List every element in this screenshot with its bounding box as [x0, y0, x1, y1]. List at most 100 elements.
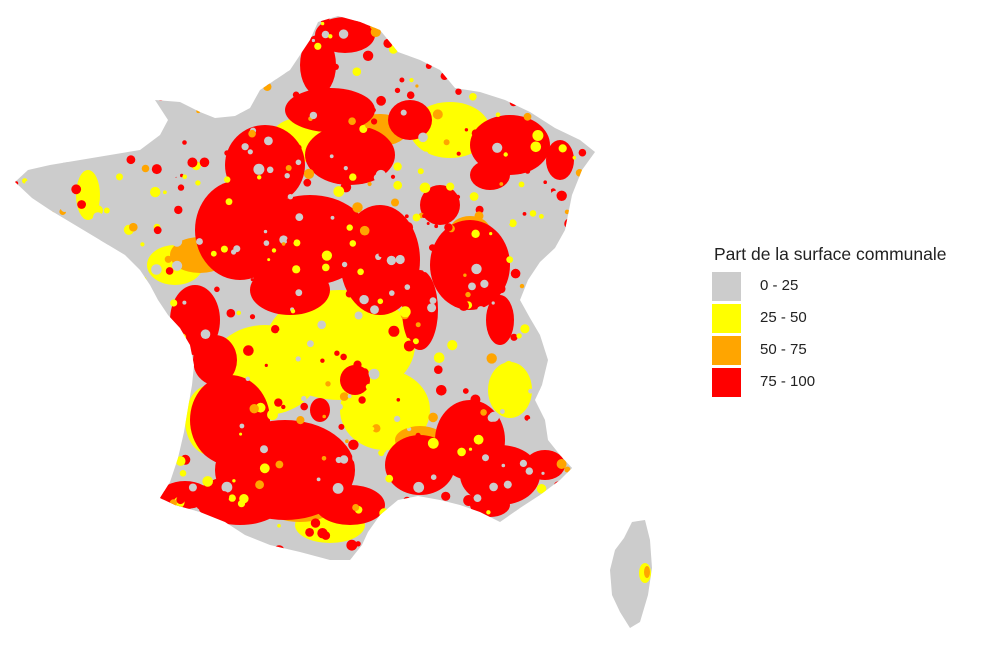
- map-speckle: [100, 86, 106, 92]
- map-speckle: [456, 531, 461, 536]
- map-speckle: [310, 518, 321, 528]
- map-speckle: [547, 372, 556, 380]
- map-speckle: [465, 291, 471, 298]
- map-speckle: [117, 29, 129, 40]
- map-speckle: [355, 17, 366, 28]
- map-speckle: [121, 90, 130, 100]
- map-speckle: [199, 157, 210, 168]
- map-speckle: [525, 467, 533, 475]
- map-speckle: [272, 558, 277, 562]
- map-speckle: [427, 512, 437, 522]
- map-speckle: [388, 325, 400, 337]
- map-speckle: [324, 310, 334, 320]
- map-speckle: [333, 186, 345, 197]
- map-speckle: [104, 601, 111, 608]
- map-speckle: [352, 504, 360, 511]
- map-speckle: [134, 106, 143, 115]
- map-speckle: [563, 353, 568, 358]
- map-speckle: [248, 129, 256, 138]
- map-speckle: [525, 168, 531, 174]
- map-speckle: [321, 92, 331, 101]
- map-speckle: [482, 568, 491, 577]
- map-speckle: [24, 539, 35, 550]
- map-speckle: [420, 519, 430, 529]
- map-speckle: [99, 512, 103, 517]
- map-speckle: [287, 194, 294, 200]
- map-speckle: [570, 401, 579, 411]
- map-speckle: [341, 261, 348, 268]
- map-speckle: [284, 423, 291, 430]
- map-speckle: [552, 594, 558, 600]
- map-speckle: [345, 290, 353, 298]
- map-speckle: [53, 89, 62, 99]
- map-speckle: [26, 530, 34, 537]
- map-speckle: [179, 603, 187, 611]
- map-speckle: [295, 213, 304, 222]
- map-speckle: [426, 222, 430, 225]
- map-speckle: [46, 594, 51, 598]
- map-speckle: [546, 232, 550, 236]
- map-speckle: [306, 562, 315, 571]
- map-speckle: [25, 180, 31, 186]
- map-speckle: [587, 509, 597, 518]
- map-speckle: [530, 141, 542, 153]
- map-speckle: [120, 38, 126, 44]
- map-speckle: [66, 282, 71, 287]
- map-speckle: [87, 554, 93, 560]
- map-speckle: [272, 469, 281, 479]
- map-speckle: [473, 434, 484, 445]
- map-speckle: [522, 212, 527, 216]
- map-speckle: [106, 322, 112, 329]
- map-speckle: [295, 356, 301, 362]
- map-speckle: [54, 491, 62, 498]
- map-speckle: [443, 555, 451, 564]
- map-speckle: [549, 409, 554, 413]
- map-speckle: [111, 422, 119, 430]
- map-speckle: [508, 560, 515, 567]
- map-speckle: [32, 567, 42, 578]
- map-speckle: [118, 58, 124, 64]
- map-speckle: [15, 303, 20, 311]
- map-speckle: [415, 84, 419, 88]
- map-speckle: [172, 260, 183, 271]
- map-speckle: [378, 449, 385, 457]
- map-speckle: [95, 278, 103, 286]
- map-speckle: [478, 240, 483, 245]
- map-speckle: [77, 200, 86, 209]
- map-speckle: [182, 140, 187, 145]
- map-speckle: [536, 325, 542, 330]
- map-speckle: [398, 45, 404, 50]
- map-speckle: [111, 564, 118, 570]
- map-speckle: [373, 552, 380, 559]
- map-speckle: [490, 605, 500, 614]
- map-speckle: [553, 217, 557, 221]
- map-speckle: [177, 516, 187, 526]
- map-speckle: [18, 37, 30, 48]
- map-speckle: [481, 334, 488, 341]
- map-speckle: [455, 88, 462, 95]
- map-speckle: [377, 298, 384, 305]
- map-speckle: [196, 109, 201, 114]
- map-speckle: [565, 597, 574, 606]
- map-speckle: [320, 21, 325, 26]
- map-speckle: [71, 391, 78, 398]
- map-speckle: [151, 65, 156, 69]
- map-speckle: [503, 573, 509, 579]
- map-speckle: [574, 298, 584, 307]
- map-speckle: [555, 71, 564, 79]
- map-speckle: [144, 66, 150, 72]
- map-speckle: [292, 91, 300, 99]
- map-speckle: [278, 594, 289, 605]
- map-speckle: [518, 181, 525, 188]
- map-speckle: [129, 421, 138, 430]
- map-speckle: [366, 257, 377, 268]
- map-speckle: [343, 93, 349, 99]
- map-speckle: [371, 107, 376, 113]
- map-speckle: [187, 497, 198, 509]
- map-speckle: [535, 106, 546, 117]
- map-speckle: [278, 57, 290, 68]
- map-speckle: [185, 67, 193, 76]
- map-speckle: [284, 377, 288, 381]
- map-speckle: [376, 95, 386, 106]
- map-speckle: [514, 508, 525, 519]
